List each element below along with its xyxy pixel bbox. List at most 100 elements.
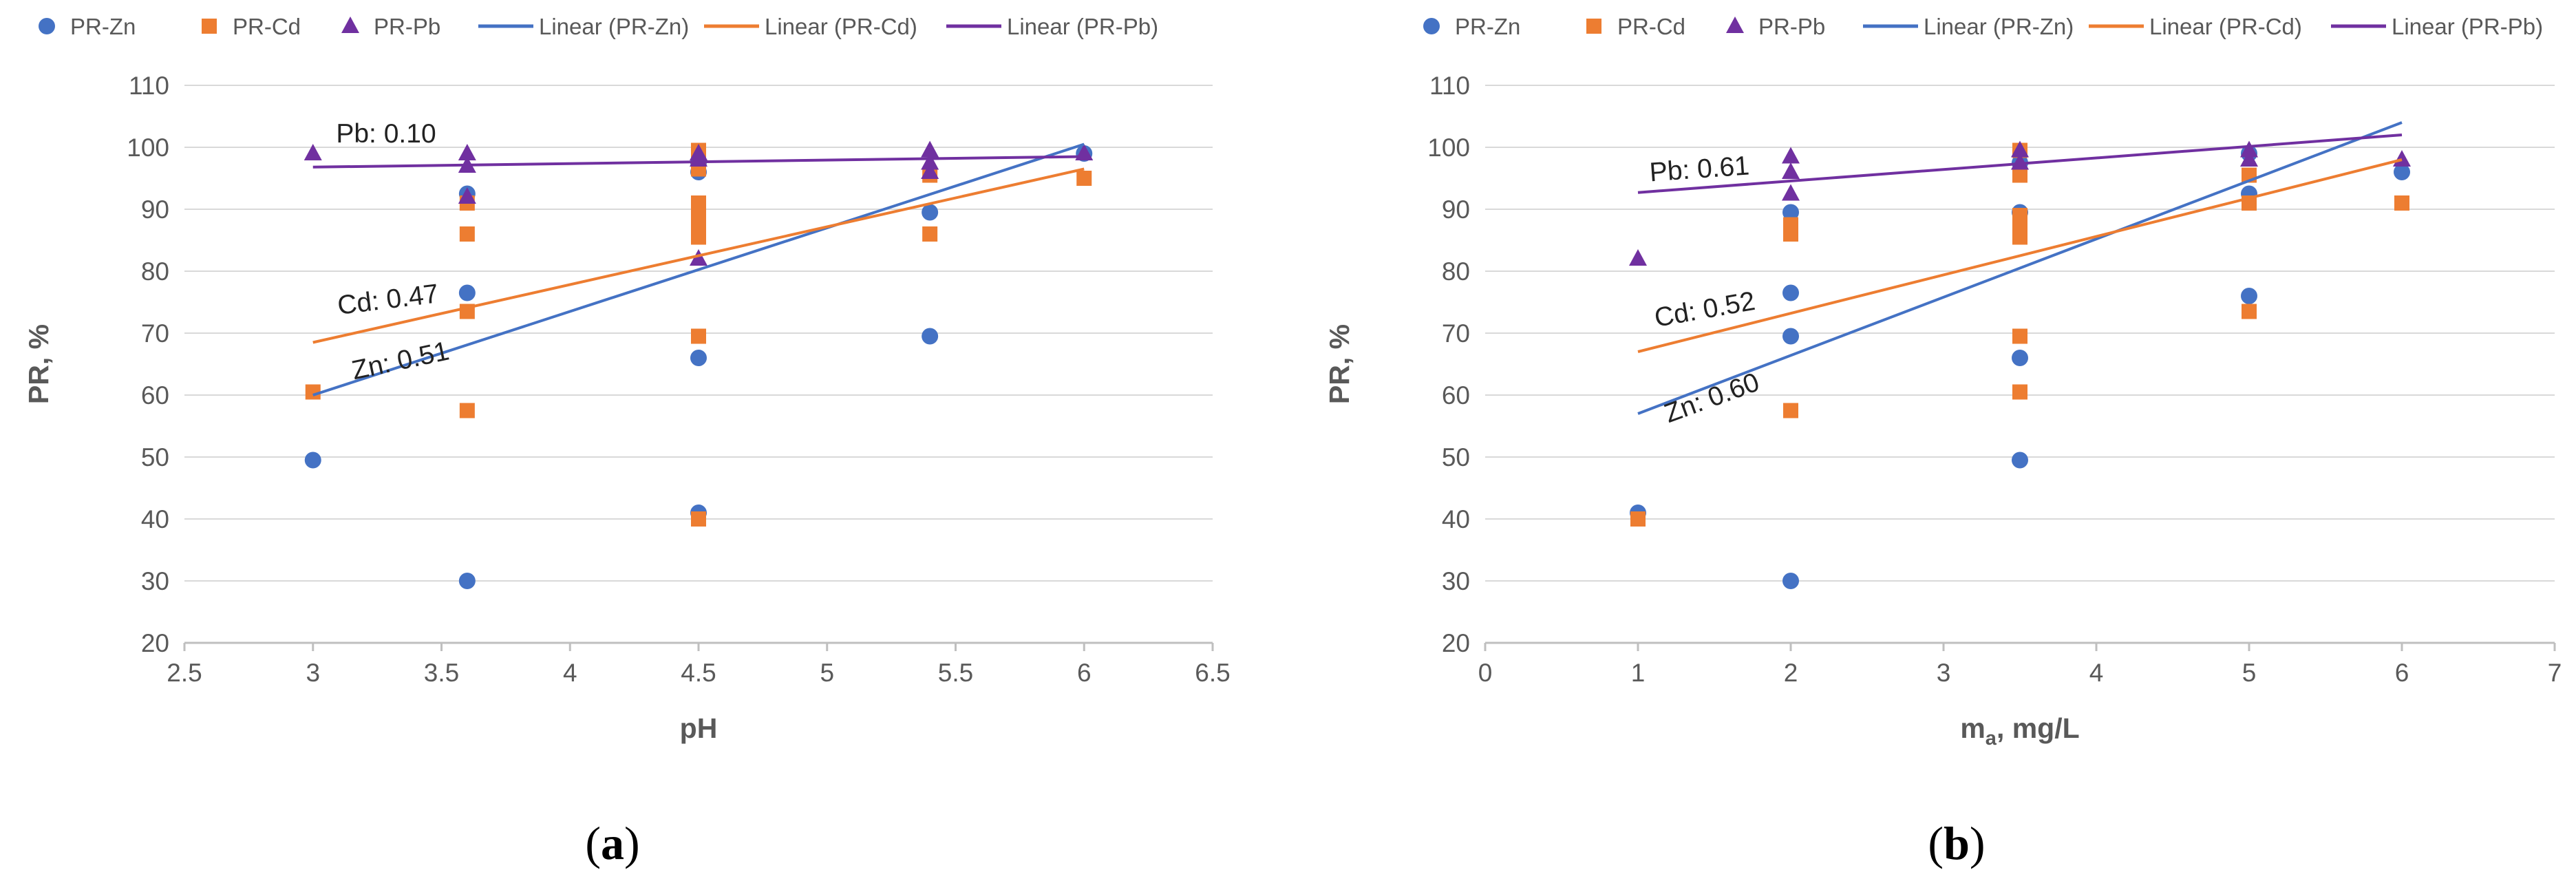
correlation-annotation: Pb: 0.10 [336,119,436,149]
x-tick-label: 1 [1631,659,1646,687]
x-tick-label: 5.5 [938,659,973,687]
trendline-cd [312,167,1085,344]
data-point-zn [2012,452,2028,469]
legend-label: Linear (PR-Zn) [1924,14,2074,39]
y-tick-label: 50 [141,443,169,471]
correlation-annotation: Cd: 0.47 [336,279,440,321]
data-point-pb [921,162,939,179]
legend-label: PR-Cd [1617,14,1685,39]
data-point-cd [1783,403,1798,418]
data-point-cd [2012,208,2027,223]
legend-marker-zn-circle [39,18,55,34]
data-point-cd [1783,217,1798,233]
trendline-zn [1637,121,2403,415]
caption-open-paren: ( [585,817,601,869]
y-tick-label: 30 [1442,567,1470,595]
y-tick-label: 60 [141,381,169,410]
data-point-pb [690,249,707,266]
data-point-pb [1782,147,1800,164]
y-tick-label: 60 [1442,381,1470,410]
data-point-zn [1782,284,1799,301]
data-point-zn [1782,328,1799,345]
legend-label: PR-Zn [70,14,136,39]
data-point-cd [691,229,706,245]
y-tick-label: 100 [127,134,169,162]
caption-close-paren: ) [1970,817,1986,869]
data-point-pb [1782,162,1800,179]
legend-label: PR-Zn [1455,14,1520,39]
data-point-cd [2242,304,2257,319]
data-point-pb [690,144,707,160]
data-point-zn [2241,288,2257,304]
data-point-zn [304,452,321,469]
y-tick-label: 100 [1427,134,1470,162]
y-tick-label: 110 [129,72,169,100]
x-tick-label: 6.5 [1195,659,1230,687]
x-tick-label: 4 [2089,659,2104,687]
data-point-pb [2011,153,2029,170]
y-axis-title: PR, % [1323,324,1355,404]
data-point-pb [921,140,939,158]
data-point-zn [1782,573,1799,589]
x-tick-label: 3 [1937,659,1951,687]
data-point-pb [304,144,322,160]
data-point-pb [2011,140,2029,158]
x-axis-title-subscript: a [1986,728,1997,750]
y-tick-label: 50 [1442,443,1470,471]
legend-label: Linear (PR-Zn) [539,14,689,39]
data-point-cd [691,208,706,223]
data-point-zn [2394,164,2410,180]
y-tick-label: 90 [141,195,169,224]
legend-label: Linear (PR-Pb) [2392,14,2543,39]
data-point-pb [1782,184,1800,201]
data-point-pb [2393,150,2411,167]
y-tick-label: 40 [1442,505,1470,533]
trendline-cd [1637,158,2403,353]
caption-close-paren: ) [624,817,640,869]
data-point-zn [690,350,707,366]
trendline-pb [312,155,1085,169]
legend-label: PR-Pb [1758,14,1825,39]
x-axis-title: pH [680,712,718,744]
x-axis-title-main: m [1960,712,1985,744]
correlation-annotation: Zn: 0.51 [349,336,451,385]
legend-label: Linear (PR-Cd) [2149,14,2302,39]
y-tick-label: 70 [141,319,169,348]
y-tick-label: 30 [141,567,169,595]
data-point-zn [1782,204,1799,221]
caption-letter: b [1944,817,1970,869]
chart-panel-a: PR-Zn PR-Cd PR-Pb Linear (PR-Zn) Linear (PR-… [23,14,1231,869]
caption-letter: a [601,817,624,869]
data-point-cd [922,226,938,242]
data-point-cd [691,195,706,211]
data-point-cd [2012,328,2027,344]
trendline-zn [312,142,1085,396]
x-tick-label: 2.5 [167,659,202,687]
chart-panel-b: PR-Zn PR-Cd PR-Pb Linear (PR-Zn) Linear (PR-… [1323,14,2562,869]
x-tick-label: 4 [563,659,577,687]
y-tick-label: 80 [141,257,169,286]
y-tick-label: 70 [1442,319,1470,348]
legend-marker-pb-triangle [1726,17,1744,33]
data-point-cd [2012,167,2027,183]
legend-marker-cd-square [202,19,217,34]
data-point-cd [691,328,706,344]
legend-marker-zn-circle [1423,18,1440,34]
x-tick-label: 5 [820,659,834,687]
legend-marker-cd-square [1586,19,1601,34]
data-point-cd [691,511,706,527]
data-point-pb [458,187,476,204]
data-point-cd [1076,171,1092,186]
legend-marker-pb-triangle [341,17,359,33]
data-point-pb [1629,249,1647,266]
legend-label: PR-Pb [374,14,440,39]
x-axis-title-unit: , mg/L [1997,712,2080,744]
data-point-cd [305,384,321,400]
data-point-cd [1630,511,1646,527]
panel-caption: (a) [585,817,639,869]
data-point-zn [2012,350,2028,366]
panel-caption: (b) [1928,817,1985,869]
x-tick-label: 7 [2548,659,2562,687]
y-tick-label: 40 [141,505,169,533]
trendline-pb [1637,134,2403,194]
